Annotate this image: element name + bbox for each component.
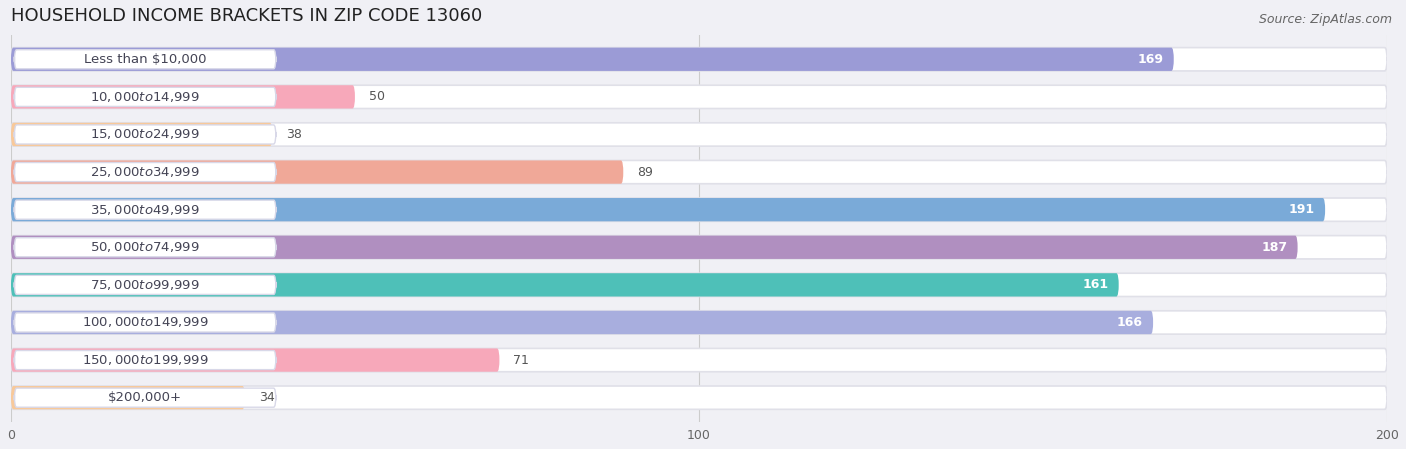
Text: 89: 89 [637,166,652,179]
FancyBboxPatch shape [11,386,245,409]
Text: $150,000 to $199,999: $150,000 to $199,999 [82,353,208,367]
Text: $200,000+: $200,000+ [108,391,183,404]
FancyBboxPatch shape [14,275,276,295]
FancyBboxPatch shape [11,386,1388,409]
Text: $50,000 to $74,999: $50,000 to $74,999 [90,240,200,254]
FancyBboxPatch shape [14,200,276,219]
FancyBboxPatch shape [14,163,276,182]
FancyBboxPatch shape [11,160,623,184]
Text: 191: 191 [1289,203,1315,216]
FancyBboxPatch shape [14,313,276,332]
Text: 34: 34 [259,391,274,404]
FancyBboxPatch shape [11,236,1388,259]
FancyBboxPatch shape [11,273,1388,296]
FancyBboxPatch shape [11,198,1326,221]
FancyBboxPatch shape [11,160,1388,184]
Text: HOUSEHOLD INCOME BRACKETS IN ZIP CODE 13060: HOUSEHOLD INCOME BRACKETS IN ZIP CODE 13… [11,7,482,25]
Text: $25,000 to $34,999: $25,000 to $34,999 [90,165,200,179]
Text: $35,000 to $49,999: $35,000 to $49,999 [90,202,200,217]
FancyBboxPatch shape [11,311,1153,334]
FancyBboxPatch shape [11,48,1388,71]
FancyBboxPatch shape [14,125,276,144]
Text: Source: ZipAtlas.com: Source: ZipAtlas.com [1258,13,1392,26]
FancyBboxPatch shape [11,311,1388,334]
Text: Less than $10,000: Less than $10,000 [84,53,207,66]
Text: $75,000 to $99,999: $75,000 to $99,999 [90,278,200,292]
Text: 187: 187 [1261,241,1288,254]
FancyBboxPatch shape [11,198,1388,221]
FancyBboxPatch shape [14,238,276,257]
Text: $100,000 to $149,999: $100,000 to $149,999 [82,316,208,330]
FancyBboxPatch shape [11,348,1388,372]
Text: $15,000 to $24,999: $15,000 to $24,999 [90,128,200,141]
FancyBboxPatch shape [14,50,276,69]
FancyBboxPatch shape [11,273,1119,296]
FancyBboxPatch shape [14,388,276,407]
Text: 161: 161 [1083,278,1108,291]
FancyBboxPatch shape [14,87,276,106]
FancyBboxPatch shape [11,236,1298,259]
Text: 50: 50 [368,90,385,103]
Text: 71: 71 [513,353,529,366]
FancyBboxPatch shape [11,85,354,109]
FancyBboxPatch shape [11,348,499,372]
Text: 166: 166 [1116,316,1143,329]
FancyBboxPatch shape [11,123,1388,146]
FancyBboxPatch shape [11,85,1388,109]
Text: 38: 38 [287,128,302,141]
FancyBboxPatch shape [11,123,273,146]
FancyBboxPatch shape [11,48,1174,71]
FancyBboxPatch shape [14,351,276,370]
Text: $10,000 to $14,999: $10,000 to $14,999 [90,90,200,104]
Text: 169: 169 [1137,53,1164,66]
